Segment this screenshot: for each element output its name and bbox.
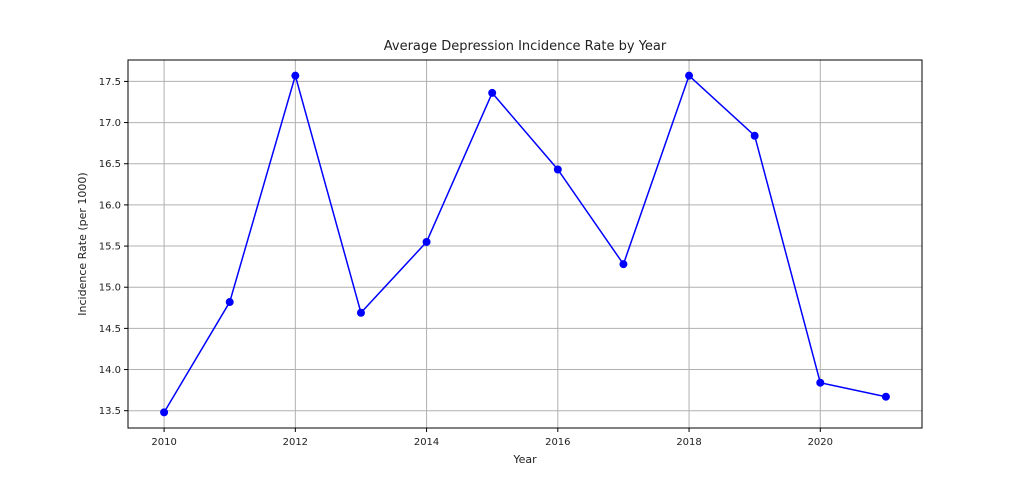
y-tick-label: 13.5 <box>99 406 121 417</box>
x-tick-label: 2016 <box>545 437 570 448</box>
x-tick-label: 2010 <box>151 437 176 448</box>
data-point <box>685 71 694 80</box>
y-axis-ticks: 13.5 14.0 14.5 15.0 15.5 16.0 16.5 17.0 17.5 <box>99 77 128 417</box>
x-tick-label: 2012 <box>283 437 308 448</box>
y-tick-label: 17.0 <box>99 118 121 129</box>
x-tick-label: 2020 <box>808 437 833 448</box>
x-axis-ticks: 2010 2012 2014 2016 2018 2020 <box>151 428 833 448</box>
data-point <box>750 131 759 140</box>
data-point <box>619 260 628 269</box>
data-point <box>291 71 300 80</box>
y-tick-label: 14.0 <box>99 365 121 376</box>
plot-frame <box>127 59 923 429</box>
data-point <box>225 298 234 307</box>
y-tick-label: 15.5 <box>99 242 121 253</box>
data-point <box>356 308 365 317</box>
grid-lines <box>128 60 922 428</box>
data-point <box>488 88 497 97</box>
x-tick-label: 2014 <box>414 437 439 448</box>
y-tick-label: 16.0 <box>99 200 121 211</box>
data-point <box>422 237 431 246</box>
y-tick-label: 14.5 <box>99 324 121 335</box>
y-tick-label: 16.5 <box>99 159 121 170</box>
chart-title: Average Depression Incidence Rate by Yea… <box>384 39 667 54</box>
data-point <box>816 378 825 387</box>
y-tick-label: 17.5 <box>99 77 121 88</box>
y-axis-label: Incidence Rate (per 1000) <box>76 172 89 315</box>
series-line <box>163 72 887 413</box>
data-point <box>553 165 562 174</box>
x-axis-label: Year <box>512 453 537 466</box>
series-layer <box>160 71 890 417</box>
data-point <box>881 392 890 401</box>
x-tick-label: 2018 <box>676 437 701 448</box>
data-point <box>160 408 169 417</box>
y-tick-label: 15.0 <box>99 283 121 294</box>
